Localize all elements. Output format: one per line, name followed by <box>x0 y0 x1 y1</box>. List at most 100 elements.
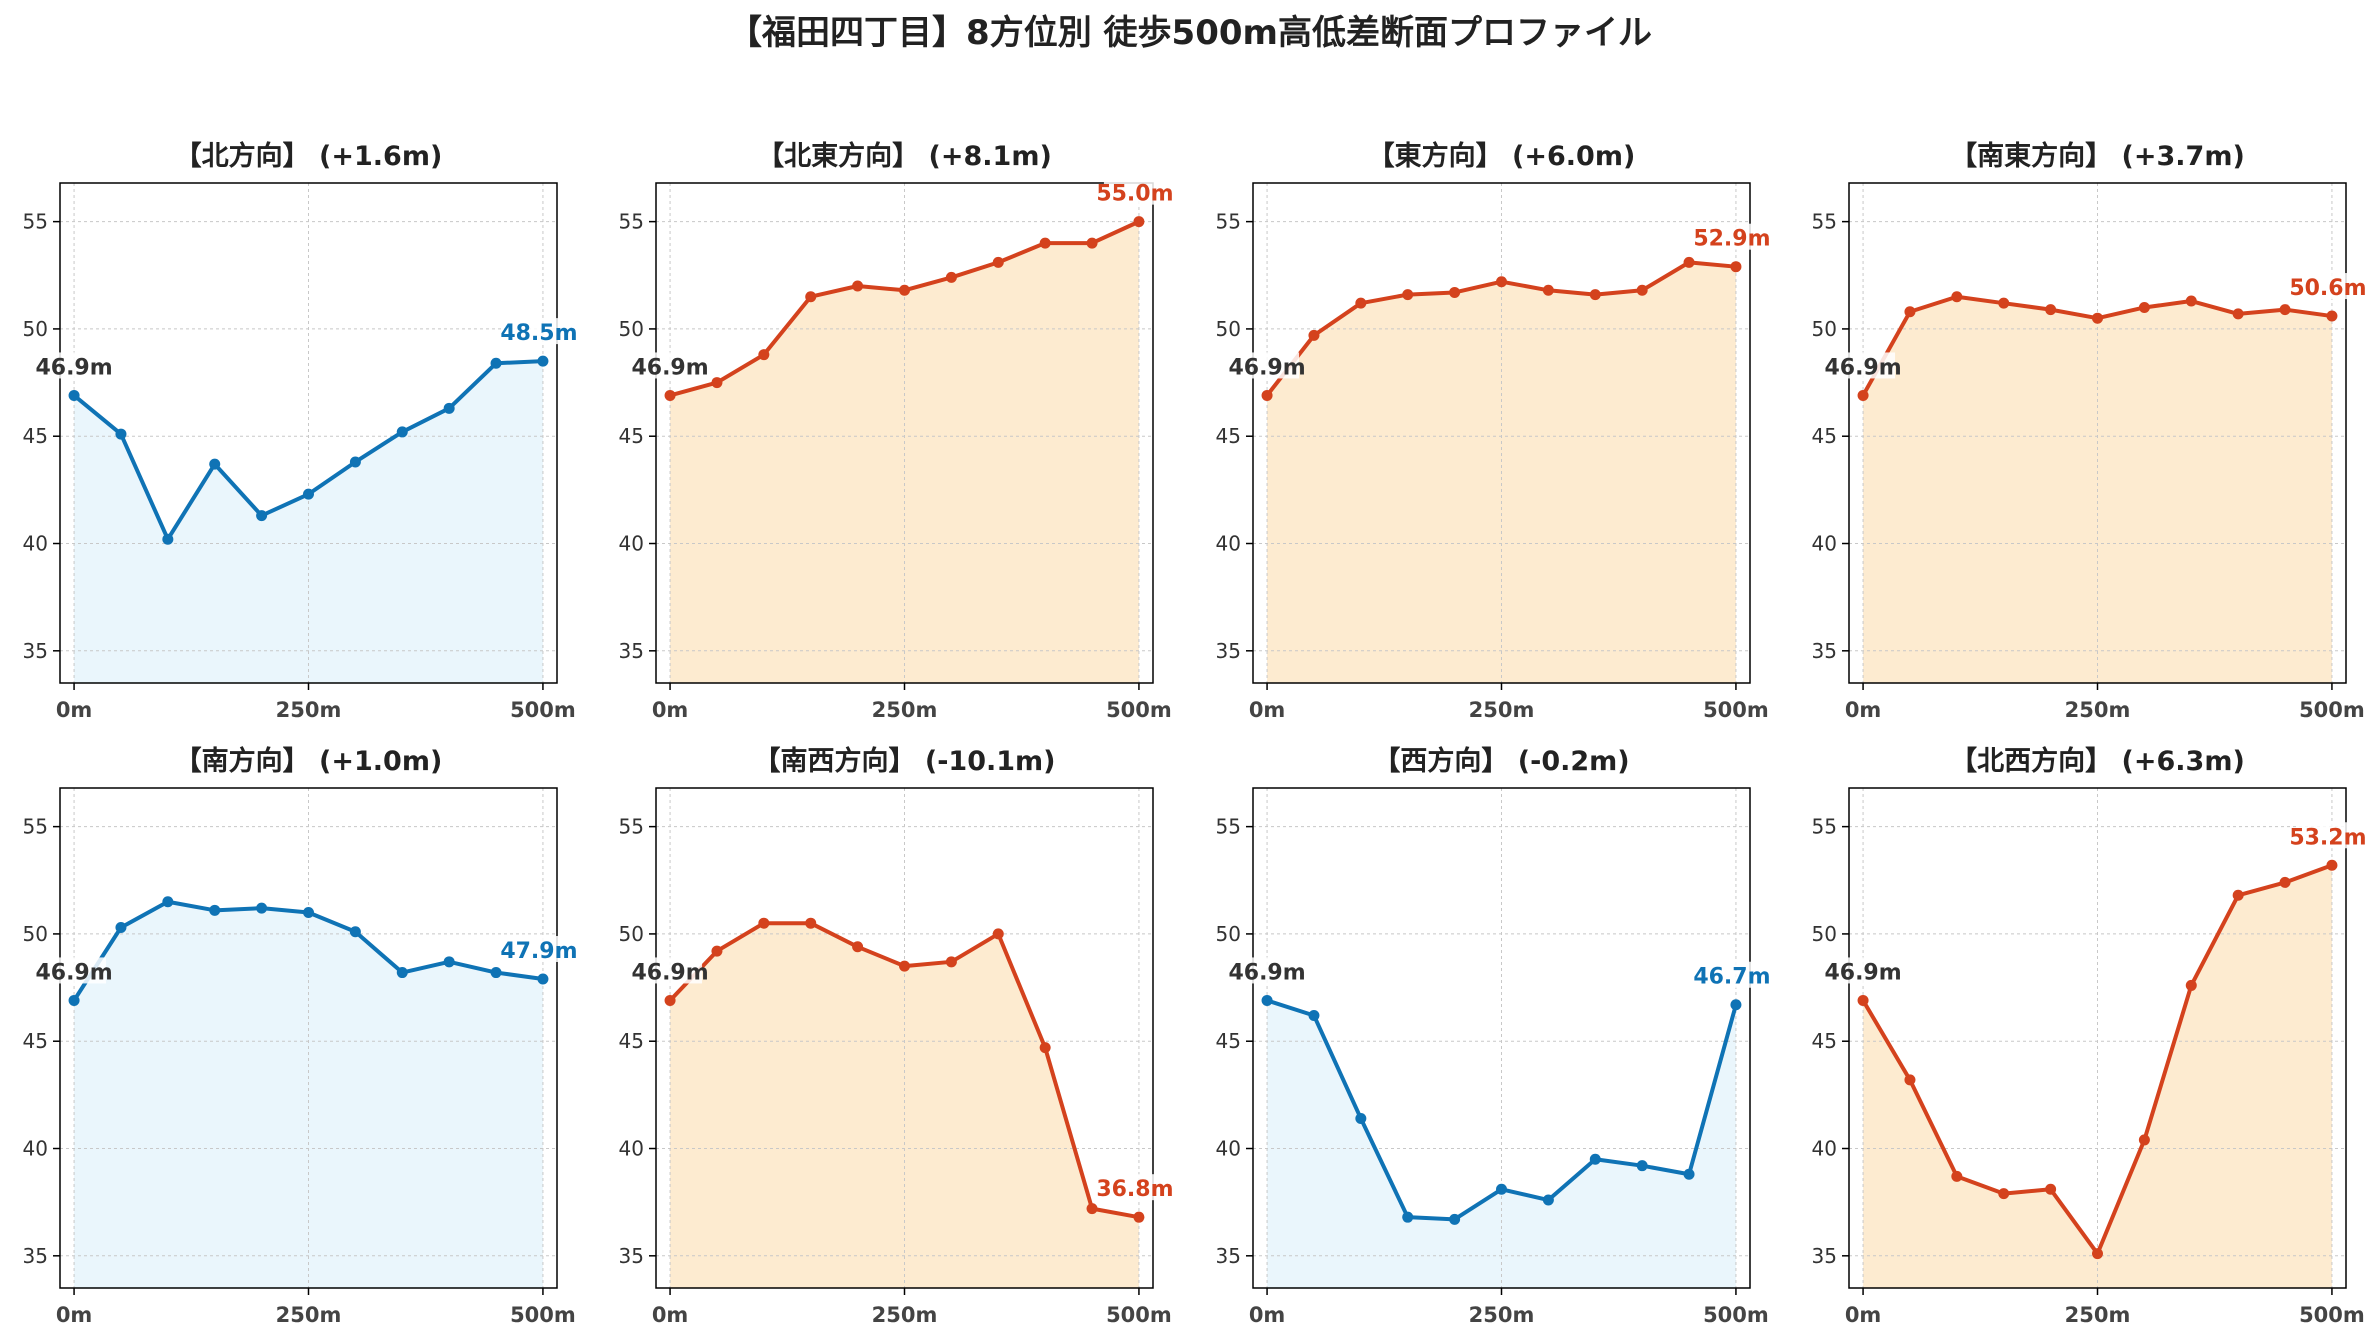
x-tick-label: 0m <box>1249 1303 1286 1327</box>
y-tick-label: 45 <box>1812 424 1837 448</box>
start-label-box <box>640 957 703 984</box>
elevation-point <box>2045 1183 2057 1195</box>
x-tick-label: 0m <box>1845 698 1882 722</box>
y-tick-label: 35 <box>1812 1244 1837 1268</box>
profile-panel: 【北西方向】 (+6.3m) 35 40 45 50 55 0m 250m 500m 46.9m 5… <box>1812 745 2367 1327</box>
elevation-point <box>1039 237 1051 249</box>
elevation-point <box>664 994 676 1006</box>
start-label-box <box>44 352 107 379</box>
start-label-box <box>1833 352 1896 379</box>
end-elevation-label: 48.5m <box>500 321 577 346</box>
elevation-point <box>1133 216 1145 228</box>
y-tick-label: 40 <box>23 532 48 556</box>
elevation-point <box>443 402 455 414</box>
end-elevation-label: 52.9m <box>1693 227 1770 252</box>
elevation-point <box>1683 1168 1695 1180</box>
x-tick-label: 250m <box>872 698 938 722</box>
y-tick-label: 55 <box>619 210 644 234</box>
elevation-area <box>74 361 543 683</box>
y-tick-label: 35 <box>619 1244 644 1268</box>
elevation-point <box>303 906 314 918</box>
y-tick-label: 55 <box>23 815 48 839</box>
y-tick-label: 35 <box>619 639 644 663</box>
x-tick-label: 500m <box>2299 698 2365 722</box>
y-tick-label: 40 <box>1216 532 1241 556</box>
y-tick-label: 40 <box>1216 1137 1241 1161</box>
elevation-point <box>162 896 174 908</box>
elevation-point <box>209 458 221 470</box>
y-tick-label: 45 <box>1216 1029 1241 1053</box>
start-elevation-label: 46.9m <box>35 960 112 985</box>
panel-title: 【南方向】 (+1.0m) <box>175 745 443 777</box>
start-label-box <box>1833 957 1896 984</box>
end-elevation-label: 55.0m <box>1096 182 1173 207</box>
start-elevation-label: 46.9m <box>1228 355 1305 380</box>
elevation-point <box>1589 1153 1601 1165</box>
start-label-box <box>44 957 107 984</box>
start-elevation-label: 46.9m <box>1824 355 1901 380</box>
elevation-point <box>1402 1211 1414 1223</box>
elevation-point <box>1683 256 1695 268</box>
end-label-box <box>1103 178 1166 205</box>
y-tick-label: 35 <box>1216 639 1241 663</box>
elevation-point <box>490 967 502 979</box>
y-tick-label: 40 <box>1812 532 1837 556</box>
elevation-point <box>209 904 221 916</box>
elevation-point <box>1542 1194 1554 1206</box>
x-tick-label: 250m <box>1469 698 1535 722</box>
y-tick-label: 50 <box>619 317 644 341</box>
elevation-point <box>805 917 817 929</box>
elevation-point <box>758 349 770 361</box>
y-tick-label: 55 <box>23 210 48 234</box>
elevation-point <box>2279 876 2291 888</box>
elevation-point <box>1086 237 1098 249</box>
elevation-point <box>1730 999 1742 1011</box>
end-elevation-label: 36.8m <box>1096 1177 1173 1202</box>
elevation-point <box>537 355 549 367</box>
elevation-point <box>2326 859 2338 871</box>
start-label-box <box>1237 957 1300 984</box>
panel-title: 【東方向】 (+6.0m) <box>1368 140 1636 172</box>
x-tick-label: 500m <box>1703 1303 1769 1327</box>
elevation-point <box>2092 312 2103 324</box>
y-tick-label: 35 <box>23 1244 48 1268</box>
y-tick-label: 50 <box>1216 922 1241 946</box>
elevation-point <box>1857 389 1869 401</box>
y-tick-label: 55 <box>619 815 644 839</box>
elevation-point <box>1998 297 2010 309</box>
start-elevation-label: 46.9m <box>1228 960 1305 985</box>
elevation-point <box>1730 261 1742 273</box>
elevation-point <box>805 291 817 303</box>
elevation-point <box>852 280 864 292</box>
elevation-point <box>1636 284 1648 296</box>
elevation-point <box>711 377 723 389</box>
profile-panel: 【北方向】 (+1.6m) 35 40 45 50 55 0m 250m 500m 46.9m 48… <box>23 140 578 722</box>
y-tick-label: 45 <box>1216 424 1241 448</box>
profile-panel: 【南東方向】 (+3.7m) 35 40 45 50 55 0m 250m 500m 46.9m 5… <box>1812 140 2367 722</box>
x-tick-label: 0m <box>1249 698 1286 722</box>
profile-panel: 【北東方向】 (+8.1m) 35 40 45 50 55 0m 250m 500m 46.9m 5… <box>619 140 1174 722</box>
elevation-point <box>1449 1213 1461 1225</box>
elevation-point <box>1998 1188 2010 1200</box>
elevation-point <box>1857 994 1869 1006</box>
x-tick-label: 0m <box>56 1303 93 1327</box>
panel-title: 【北西方向】 (+6.3m) <box>1950 745 2245 777</box>
elevation-point <box>2185 979 2197 991</box>
elevation-point <box>1402 289 1414 301</box>
elevation-point <box>2232 889 2244 901</box>
elevation-point <box>443 956 455 968</box>
end-label-box <box>2296 273 2359 300</box>
x-tick-label: 0m <box>652 1303 689 1327</box>
elevation-point <box>490 357 502 369</box>
y-tick-label: 40 <box>619 1137 644 1161</box>
end-label-box <box>1103 1174 1166 1201</box>
elevation-point <box>1355 297 1367 309</box>
elevation-point <box>396 967 408 979</box>
end-label-box <box>507 935 570 962</box>
elevation-point <box>2092 1248 2103 1260</box>
y-tick-label: 55 <box>1216 210 1241 234</box>
elevation-point <box>992 256 1004 268</box>
end-label-box <box>1700 961 1763 988</box>
elevation-point <box>758 917 770 929</box>
